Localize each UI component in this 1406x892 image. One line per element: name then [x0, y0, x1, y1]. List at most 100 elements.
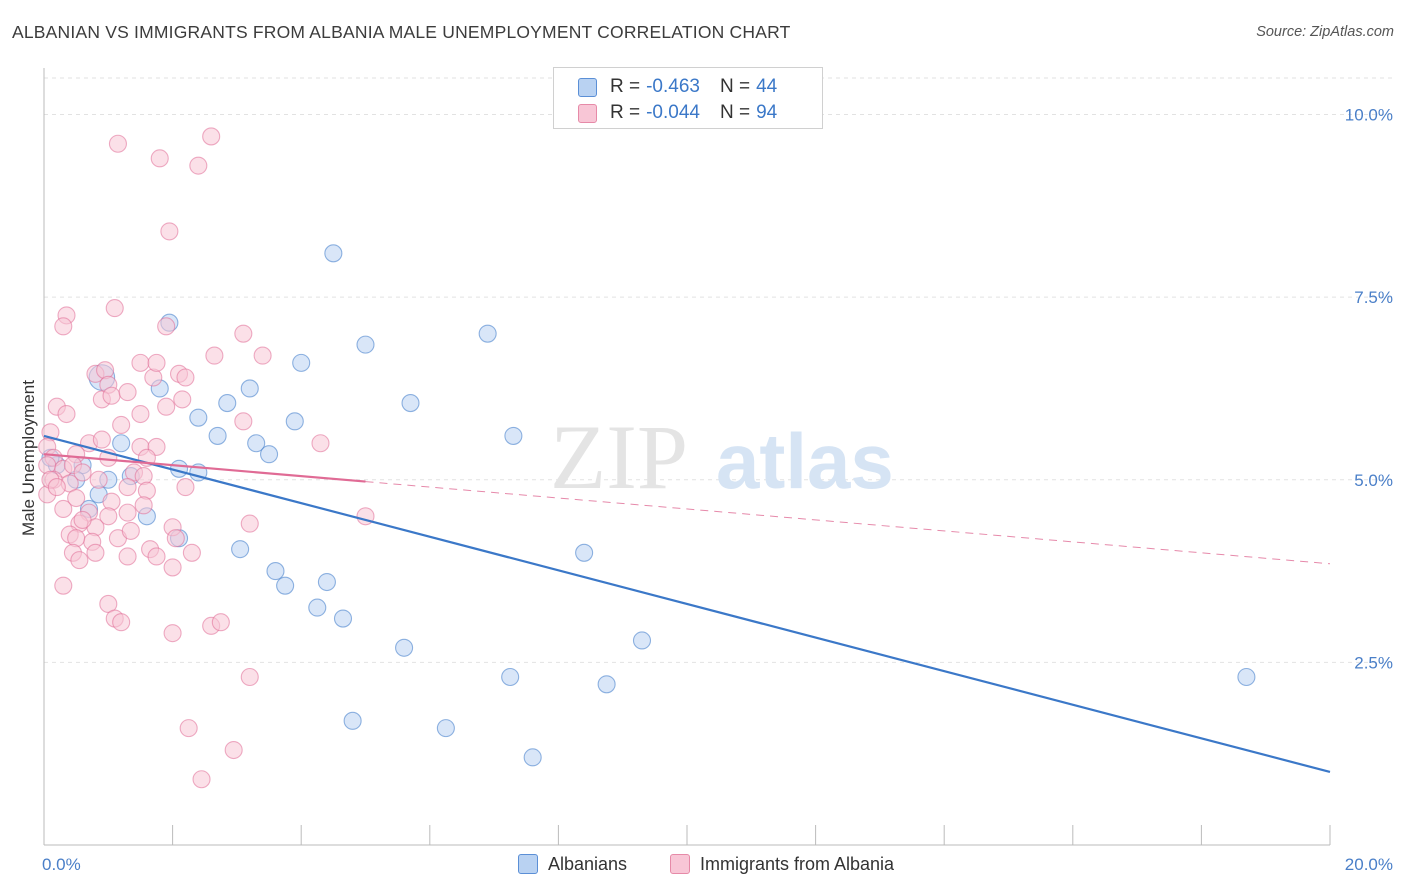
- y-tick-label: 2.5%: [1354, 653, 1393, 672]
- data-point: [92, 430, 111, 449]
- data-point: [54, 499, 73, 519]
- y-tick-label: 10.0%: [1345, 106, 1393, 125]
- y-tick-label: 7.5%: [1354, 288, 1393, 307]
- data-point: [57, 404, 76, 424]
- data-point: [144, 368, 163, 387]
- bottom-legend-swatch-albanians: [518, 854, 538, 874]
- data-point: [118, 383, 137, 402]
- bottom-legend-immigrants: Immigrants from Albania: [670, 852, 894, 876]
- x-tick-label: 20.0%: [1345, 855, 1393, 874]
- points-layer: [38, 127, 1256, 789]
- data-point: [73, 510, 92, 529]
- data-point: [137, 481, 156, 500]
- watermark-zip: ZIP: [550, 406, 688, 508]
- data-point: [202, 127, 221, 146]
- trend-line-immigrants: [43, 453, 366, 483]
- data-point: [176, 368, 195, 387]
- data-point: [234, 324, 253, 343]
- data-point: [240, 379, 259, 398]
- watermark-atlas: atlas: [716, 417, 894, 505]
- data-point: [205, 346, 224, 365]
- data-point: [333, 609, 353, 628]
- data-point: [131, 404, 150, 424]
- data-point: [99, 507, 118, 526]
- data-point: [189, 408, 208, 427]
- legend-row-albanians: R = -0.463 N = 44: [578, 76, 777, 98]
- data-point: [73, 463, 92, 482]
- data-point: [131, 353, 150, 372]
- trend-line-dashed-immigrants: [365, 481, 1331, 565]
- legend-row-immigrants: R = -0.044 N = 94: [578, 102, 777, 124]
- data-point: [504, 426, 523, 445]
- data-point: [247, 434, 266, 453]
- data-point: [108, 134, 127, 153]
- data-point: [240, 514, 259, 533]
- bottom-legend-swatch-immigrants: [670, 854, 690, 874]
- data-point: [150, 149, 169, 168]
- axis-layer: 2.5% 5.0% 7.5% 10.0% 0.0% 20.0%: [42, 68, 1393, 874]
- data-point: [163, 624, 182, 643]
- data-point: [173, 390, 192, 409]
- legend-r-value: -0.463: [646, 76, 700, 97]
- legend-swatch-albanians: [578, 77, 597, 97]
- legend-swatch-immigrants: [578, 103, 597, 123]
- data-point: [47, 478, 66, 497]
- data-point: [134, 467, 153, 486]
- y-axis-label: Male Unemployment: [19, 380, 38, 536]
- watermark: ZIP atlas: [550, 406, 894, 508]
- data-point: [112, 434, 131, 453]
- data-point: [86, 543, 105, 562]
- legend-n-value: 44: [756, 76, 778, 97]
- chart-title: ALBANIAN VS IMMIGRANTS FROM ALBANIA MALE…: [12, 22, 791, 42]
- data-point: [523, 748, 542, 767]
- data-point: [292, 353, 311, 372]
- data-point: [54, 317, 73, 336]
- data-point: [102, 492, 121, 511]
- data-point: [166, 529, 185, 548]
- data-point: [189, 156, 208, 175]
- data-point: [102, 386, 121, 405]
- data-point: [157, 317, 176, 336]
- data-point: [266, 562, 285, 581]
- data-point: [208, 426, 227, 445]
- bottom-legend-label-immigrants: Immigrants from Albania: [700, 853, 895, 874]
- legend-n-label: N =: [719, 76, 751, 97]
- data-point: [317, 572, 336, 592]
- data-point: [501, 667, 520, 687]
- data-point: [157, 397, 176, 416]
- trend-layer: [43, 434, 1331, 774]
- data-point: [276, 576, 295, 595]
- data-point: [395, 638, 414, 657]
- y-tick-label: 5.0%: [1354, 471, 1393, 490]
- bottom-legend-albanians: Albanians: [518, 852, 627, 876]
- data-point: [121, 521, 140, 540]
- bottom-legend-label-albanians: Albanians: [548, 853, 628, 874]
- data-point: [89, 470, 108, 489]
- data-point: [118, 547, 137, 566]
- data-point: [436, 719, 455, 738]
- data-point: [240, 667, 259, 687]
- chart-source: Source: ZipAtlas.com: [1256, 24, 1394, 40]
- data-point: [597, 675, 616, 694]
- stats-legend: R = -0.463 N = 44 R = -0.044 N = 94: [553, 67, 823, 129]
- data-point: [160, 222, 179, 241]
- data-point: [224, 740, 243, 760]
- data-point: [211, 613, 230, 632]
- legend-r-value: -0.044: [646, 102, 700, 123]
- data-point: [632, 631, 652, 650]
- grid-layer: [44, 77, 1392, 663]
- data-point: [147, 353, 166, 372]
- data-point: [179, 719, 198, 738]
- data-point: [134, 496, 153, 515]
- data-point: [54, 576, 73, 595]
- data-point: [67, 529, 86, 548]
- data-point: [285, 412, 304, 431]
- data-point: [70, 551, 89, 570]
- data-point: [147, 547, 166, 566]
- data-point: [105, 299, 124, 318]
- data-point: [112, 415, 131, 435]
- legend-n-value: 94: [756, 102, 778, 123]
- trend-line-albanians: [43, 434, 1331, 774]
- data-point: [67, 488, 86, 508]
